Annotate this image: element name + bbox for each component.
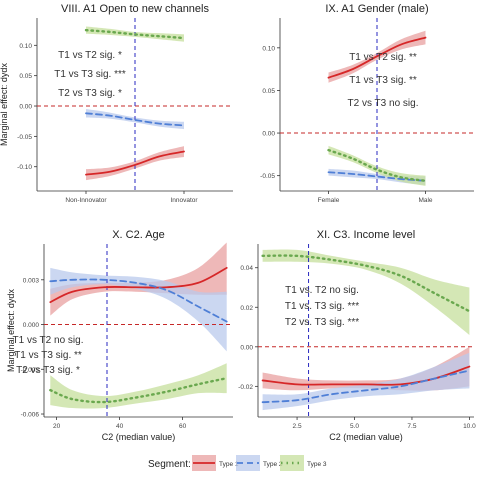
y-tick-label: -0.05 — [17, 134, 32, 141]
y-tick-label: 0.00 — [240, 344, 253, 351]
x-tick-label: 20 — [53, 423, 61, 430]
series-line-type-1 — [85, 150, 185, 176]
y-tick-label: -0.05 — [260, 173, 275, 180]
ci-band-type-2 — [262, 352, 470, 411]
significance-annotation: T2 vs T3 sig. * — [16, 365, 80, 376]
y-tick-label: -0.003 — [21, 367, 40, 374]
legend-entry-type-3: Type 3 — [280, 455, 327, 471]
significance-annotation: T1 vs T3 sig. ** — [349, 75, 417, 86]
legend-label: Type 2 — [263, 461, 283, 468]
y-tick-label: 0.10 — [262, 45, 275, 52]
x-tick-label: Innovator — [170, 197, 198, 204]
x-tick-label: 10.0 — [463, 423, 476, 430]
series-line-type-2 — [85, 112, 185, 127]
legend-label: Type 1 — [219, 461, 239, 468]
panel-2: IX. A1 Gender (male) -0.05 0.00 0.05 0.10 Fem… — [260, 3, 474, 204]
significance-annotation: T2 vs. T3 sig. *** — [285, 317, 359, 328]
x-tick-label: 2.5 — [293, 423, 302, 430]
significance-annotation: T1 vs. T3 sig. *** — [285, 301, 359, 312]
panel-1: VIII. A1 Open to new channels -0.10 -0.05 0… — [0, 3, 233, 204]
significance-annotation: T2 vs T3 no sig. — [348, 98, 419, 109]
x-axis-label: C2 (median value) — [329, 432, 403, 442]
series-line-type-2 — [327, 171, 427, 182]
x-tick-label: 40 — [116, 423, 124, 430]
significance-annotation: T1 vs T3 sig. *** — [54, 69, 126, 80]
series-line-type-3 — [49, 377, 228, 404]
legend-entries: Type 1 Type 2 Type 3 — [192, 455, 327, 471]
ci-band-type-2 — [50, 267, 227, 352]
panel-title: XI. C3. Income level — [317, 229, 415, 241]
panel-title: VIII. A1 Open to new channels — [61, 3, 209, 15]
panel-3: X. C2. Age -0.006 -0.003 0.000 0.003 20 40 60 Ma… — [6, 229, 233, 442]
significance-annotation: T1 vs T2 no sig. — [13, 335, 84, 346]
series-line-type-1 — [327, 36, 427, 79]
y-tick-label: 0.00 — [19, 104, 32, 111]
panel-4: XI. C3. Income level -0.02 0.00 0.02 0.04 2.5… — [238, 229, 476, 442]
panel-title: IX. A1 Gender (male) — [325, 3, 428, 15]
series-line-type-3 — [84, 28, 186, 40]
series-line-type-2 — [261, 369, 471, 404]
ci-band-type-3 — [50, 363, 227, 409]
significance-annotation: T2 vs T3 sig. * — [58, 88, 122, 99]
panel-title: X. C2. Age — [112, 229, 165, 241]
y-axis-label: Marginal effect: dydx — [0, 63, 9, 146]
x-tick-label: 60 — [179, 423, 187, 430]
legend: Segment: Type 1 Type 2 Type 3 — [148, 455, 327, 471]
y-tick-label: 0.02 — [240, 305, 253, 312]
y-tick-label: 0.003 — [23, 277, 40, 284]
series-line-type-3 — [261, 254, 471, 313]
panels: VIII. A1 Open to new channels -0.10 -0.05 0… — [0, 3, 476, 442]
legend-entry-type-2: Type 2 — [236, 455, 283, 471]
y-tick-label: 0.10 — [19, 43, 32, 50]
x-tick-label: Female — [318, 197, 340, 204]
y-axis-label: Marginal effect: dydx — [6, 289, 16, 372]
ci-band-type-3 — [328, 145, 426, 186]
x-tick-label: Male — [418, 197, 432, 204]
ci-band-type-1 — [50, 242, 227, 316]
legend-title: Segment: — [148, 459, 191, 470]
x-tick-label: Non-Innovator — [65, 197, 107, 204]
y-tick-label: 0.05 — [262, 88, 275, 95]
y-tick-label: -0.02 — [238, 384, 253, 391]
y-tick-label: -0.10 — [17, 164, 32, 171]
y-tick-label: -0.006 — [21, 412, 40, 419]
x-tick-label: 5.0 — [350, 423, 359, 430]
y-tick-label: 0.04 — [240, 265, 253, 272]
legend-entry-type-1: Type 1 — [192, 455, 239, 471]
series-line-type-2 — [49, 278, 228, 323]
significance-annotation: T1 vs T3 sig. ** — [14, 350, 82, 361]
significance-annotation: T1 vs T2 sig. ** — [349, 52, 417, 63]
legend-label: Type 3 — [307, 461, 327, 468]
series-line-type-3 — [327, 148, 427, 182]
x-tick-label: 7.5 — [407, 423, 416, 430]
y-tick-label: 0.000 — [23, 322, 40, 329]
y-tick-label: 0.05 — [19, 73, 32, 80]
series-line-type-1 — [49, 266, 228, 304]
x-axis-label: C2 (median value) — [102, 432, 176, 442]
y-tick-label: 0.00 — [262, 131, 275, 138]
significance-annotation: T1 vs. T2 no sig. — [285, 285, 359, 296]
significance-annotation: T1 vs T2 sig. * — [58, 50, 122, 61]
